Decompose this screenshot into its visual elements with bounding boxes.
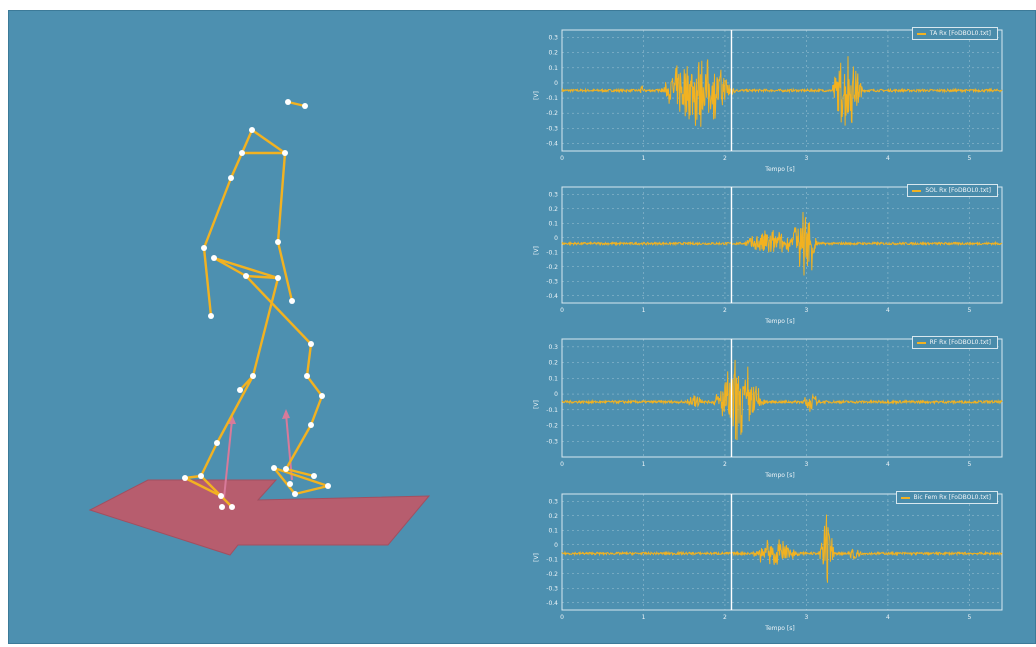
x-tick-label: 1: [642, 614, 646, 621]
x-tick-label: 0: [560, 614, 564, 621]
plot-canvas: 0.3 0.2 0.1 0 -0.1 -0.2 -0.3 -0.4 0 1 2 3 4 5: [546, 29, 1003, 162]
emg-plot-sol[interactable]: 0.3 0.2 0.1 0 -0.1 -0.2 -0.3 -0.4 0 1 2 3 4 5 SOL Rx …: [528, 179, 1008, 329]
y-tick-label: 0.3: [548, 35, 558, 42]
force-arrow-icon: [223, 409, 293, 499]
x-tick-label: 0: [560, 155, 564, 162]
legend-swatch-icon: [912, 189, 922, 192]
y-tick-label: -0.1: [546, 95, 558, 102]
y-tick-label: 0: [554, 235, 558, 242]
x-tick-label: 4: [886, 614, 890, 621]
y-tick-label: -0.1: [546, 407, 558, 414]
x-tick-label: 5: [967, 614, 971, 621]
x-axis-label: Tempo [s]: [765, 318, 795, 325]
x-tick-label: 0: [560, 461, 564, 468]
y-tick-label: 0.2: [548, 360, 558, 367]
emg-signal-line: [561, 211, 1003, 276]
y-axis-label: [V]: [532, 400, 540, 409]
x-tick-label: 5: [967, 155, 971, 162]
y-tick-label: -0.3: [546, 278, 558, 285]
y-tick-label: 0: [554, 80, 558, 87]
y-tick-label: 0.3: [548, 498, 558, 505]
plot-legend: TA Rx [FoDBOL0.txt]: [911, 27, 998, 40]
skeleton-figure: [183, 100, 330, 509]
y-axis-label: [V]: [532, 553, 540, 562]
y-tick-label: 0: [554, 542, 558, 549]
y-tick-label: 0.1: [548, 375, 558, 382]
y-tick-label: -0.3: [546, 585, 558, 592]
legend-label: SOL Rx [FoDBOL0.txt]: [925, 187, 991, 194]
emg-plot-bic-fem[interactable]: 0.3 0.2 0.1 0 -0.1 -0.2 -0.3 -0.4 0 1 2 3 4 5 Bic Fem…: [528, 486, 1008, 636]
plot-frame: [561, 493, 1003, 611]
y-tick-label: 0.3: [548, 344, 558, 351]
y-tick-label: -0.4: [546, 140, 558, 147]
x-tick-label: 1: [642, 461, 646, 468]
emg-plot-rf[interactable]: 0.3 0.2 0.1 0 -0.1 -0.2 -0.3 0 1 2 3 4 5 RF Rx [FoDB…: [528, 331, 1008, 483]
skeleton-joints: [182, 99, 331, 510]
legend-label: RF Rx [FoDBOL0.txt]: [929, 339, 991, 346]
emg-plot-ta[interactable]: 0.3 0.2 0.1 0 -0.1 -0.2 -0.3 -0.4 0 1 2 3 4 5 TA Rx […: [528, 22, 1008, 177]
y-tick-label: -0.3: [546, 438, 558, 445]
x-tick-label: 2: [723, 614, 727, 621]
plot-canvas: 0.3 0.2 0.1 0 -0.1 -0.2 -0.3 0 1 2 3 4 5: [546, 338, 1003, 468]
y-tick-label: -0.1: [546, 249, 558, 256]
plot-canvas: 0.30.20.10-0.1-0.2-0.3-0.40 1 2 3 4 5: [546, 493, 1003, 621]
y-tick-label: 0.2: [548, 206, 558, 213]
legend-swatch-icon: [900, 496, 910, 499]
force-plate: [88, 479, 431, 556]
y-tick-label: 0.2: [548, 513, 558, 520]
plot-canvas: 0.30.20.10-0.1-0.2-0.3-0.40 1 2 3 4 5: [546, 186, 1003, 314]
y-tick-label: -0.3: [546, 125, 558, 132]
y-tick-label: -0.2: [546, 571, 558, 578]
x-tick-label: 4: [886, 461, 890, 468]
y-tick-label: -0.4: [546, 293, 558, 300]
y-tick-label: 0.1: [548, 65, 558, 72]
y-tick-label: 0.1: [548, 220, 558, 227]
x-tick-label: 5: [967, 307, 971, 314]
y-tick-label: -0.4: [546, 600, 558, 607]
x-tick-label: 3: [805, 307, 809, 314]
x-axis-label: Tempo [s]: [765, 166, 795, 173]
x-tick-label: 0: [560, 307, 564, 314]
emg-signal-line: [561, 514, 1003, 583]
x-tick-label: 2: [723, 461, 727, 468]
y-tick-label: 0.1: [548, 527, 558, 534]
x-axis-label: Tempo [s]: [765, 625, 795, 632]
x-tick-label: 3: [805, 461, 809, 468]
x-tick-label: 4: [886, 155, 890, 162]
plot-legend: SOL Rx [FoDBOL0.txt]: [907, 184, 998, 197]
emg-signal-line: [561, 56, 1003, 127]
x-axis-label: Tempo [s]: [765, 472, 795, 479]
x-tick-label: 3: [805, 155, 809, 162]
legend-label: TA Rx [FoDBOL0.txt]: [929, 30, 991, 37]
plot-legend: Bic Fem Rx [FoDBOL0.txt]: [895, 491, 998, 504]
y-axis-label: [V]: [532, 246, 540, 255]
y-tick-label: -0.1: [546, 556, 558, 563]
y-tick-label: -0.2: [546, 423, 558, 430]
app-window: 0.3 0.2 0.1 0 -0.1 -0.2 -0.3 -0.4 0 1 2 3 4 5 TA Rx […: [8, 10, 1036, 644]
x-tick-label: 2: [723, 155, 727, 162]
plot-frame: [561, 186, 1003, 304]
x-tick-label: 2: [723, 307, 727, 314]
3d-motion-viewport[interactable]: [8, 10, 528, 644]
y-tick-label: 0: [554, 391, 558, 398]
y-tick-label: -0.2: [546, 264, 558, 271]
x-tick-label: 1: [642, 155, 646, 162]
y-axis-label: [V]: [532, 91, 540, 100]
plot-legend: RF Rx [FoDBOL0.txt]: [911, 336, 998, 349]
x-tick-label: 1: [642, 307, 646, 314]
y-tick-label: 0.3: [548, 191, 558, 198]
legend-swatch-icon: [916, 32, 926, 35]
plot-frame: [561, 338, 1003, 458]
x-tick-label: 3: [805, 614, 809, 621]
x-tick-label: 4: [886, 307, 890, 314]
x-tick-label: 5: [967, 461, 971, 468]
legend-swatch-icon: [916, 341, 926, 344]
y-tick-label: -0.2: [546, 110, 558, 117]
emg-signal-line: [561, 359, 1003, 441]
y-tick-label: 0.2: [548, 50, 558, 57]
legend-label: Bic Fem Rx [FoDBOL0.txt]: [913, 494, 991, 501]
